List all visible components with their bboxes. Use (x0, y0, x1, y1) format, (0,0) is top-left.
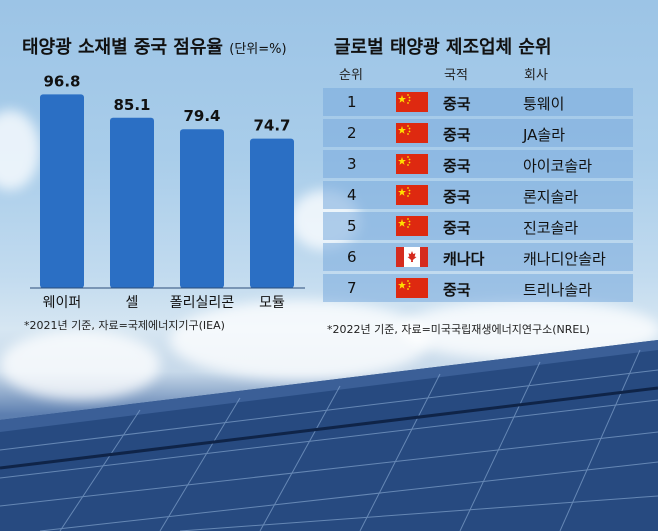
table-row: 5 중국 진코솔라 (323, 212, 633, 240)
table-row: 7 중국 트리나솔라 (323, 274, 633, 302)
data-label: 74.7 (253, 117, 290, 135)
header-company: 회사 (524, 68, 548, 83)
company-cell: 론지솔라 (523, 188, 579, 206)
canada-flag-icon (396, 247, 428, 267)
data-label: 85.1 (113, 96, 150, 114)
chart-title: 태양광 소재별 중국 점유율 (단위=%) (22, 33, 287, 59)
rank-cell: 6 (347, 248, 357, 266)
category-label: 웨이퍼 (43, 295, 82, 311)
rank-cell: 2 (347, 124, 357, 142)
rank-cell: 7 (347, 279, 357, 297)
china-flag-icon (396, 123, 428, 143)
table-row: 3 중국 아이코솔라 (323, 150, 633, 178)
country-cell: 캐나다 (443, 250, 485, 268)
rank-cell: 1 (347, 93, 357, 111)
bar (110, 117, 154, 288)
country-cell: 중국 (443, 157, 471, 175)
china-flag-icon (396, 216, 428, 236)
chart-unit: (단위=%) (229, 42, 287, 57)
ranking-title: 글로벌 태양광 제조업체 순위 (334, 37, 552, 58)
company-cell: 아이코솔라 (523, 157, 593, 175)
company-cell: 진코솔라 (523, 219, 579, 237)
table-row: 2 중국 JA솔라 (323, 119, 633, 147)
header-rank: 순위 (339, 68, 363, 83)
country-cell: 중국 (443, 95, 471, 113)
country-cell: 중국 (443, 219, 471, 237)
bar (40, 94, 84, 289)
table-row: 4 중국 론지솔라 (323, 181, 633, 209)
country-cell: 중국 (443, 126, 471, 144)
china-flag-icon (396, 185, 428, 205)
header-country: 국적 (444, 68, 468, 83)
category-label: 모듈 (259, 295, 285, 311)
company-cell: 퉁웨이 (523, 95, 565, 113)
chart-source-note: *2021년 기준, 자료=국제에너지기구(IEA) (24, 319, 225, 332)
china-flag-icon (396, 92, 428, 112)
chart-title-text: 태양광 소재별 중국 점유율 (22, 37, 223, 58)
table-row: 1 중국 퉁웨이 (323, 88, 633, 116)
category-label: 폴리실리콘 (170, 295, 235, 311)
cloud (170, 300, 430, 380)
country-cell: 중국 (443, 281, 471, 299)
bar (180, 129, 224, 288)
company-cell: JA솔라 (523, 126, 566, 144)
company-cell: 트리나솔라 (523, 281, 593, 299)
data-label: 96.8 (43, 72, 80, 90)
table-row: 6 캐나다 캐나디안솔라 (323, 243, 633, 271)
ranking-source-note: *2022년 기준, 자료=미국국립재생에너지연구소(NREL) (327, 323, 590, 336)
cloud (0, 330, 160, 400)
category-label: 셀 (126, 295, 139, 311)
china-flag-icon (396, 278, 428, 298)
bar (250, 138, 294, 288)
rank-cell: 5 (347, 217, 357, 235)
data-label: 79.4 (183, 107, 220, 125)
china-flag-icon (396, 154, 428, 174)
rank-cell: 3 (347, 155, 357, 173)
rank-cell: 4 (347, 186, 357, 204)
company-cell: 캐나디안솔라 (523, 250, 606, 268)
country-cell: 중국 (443, 188, 471, 206)
